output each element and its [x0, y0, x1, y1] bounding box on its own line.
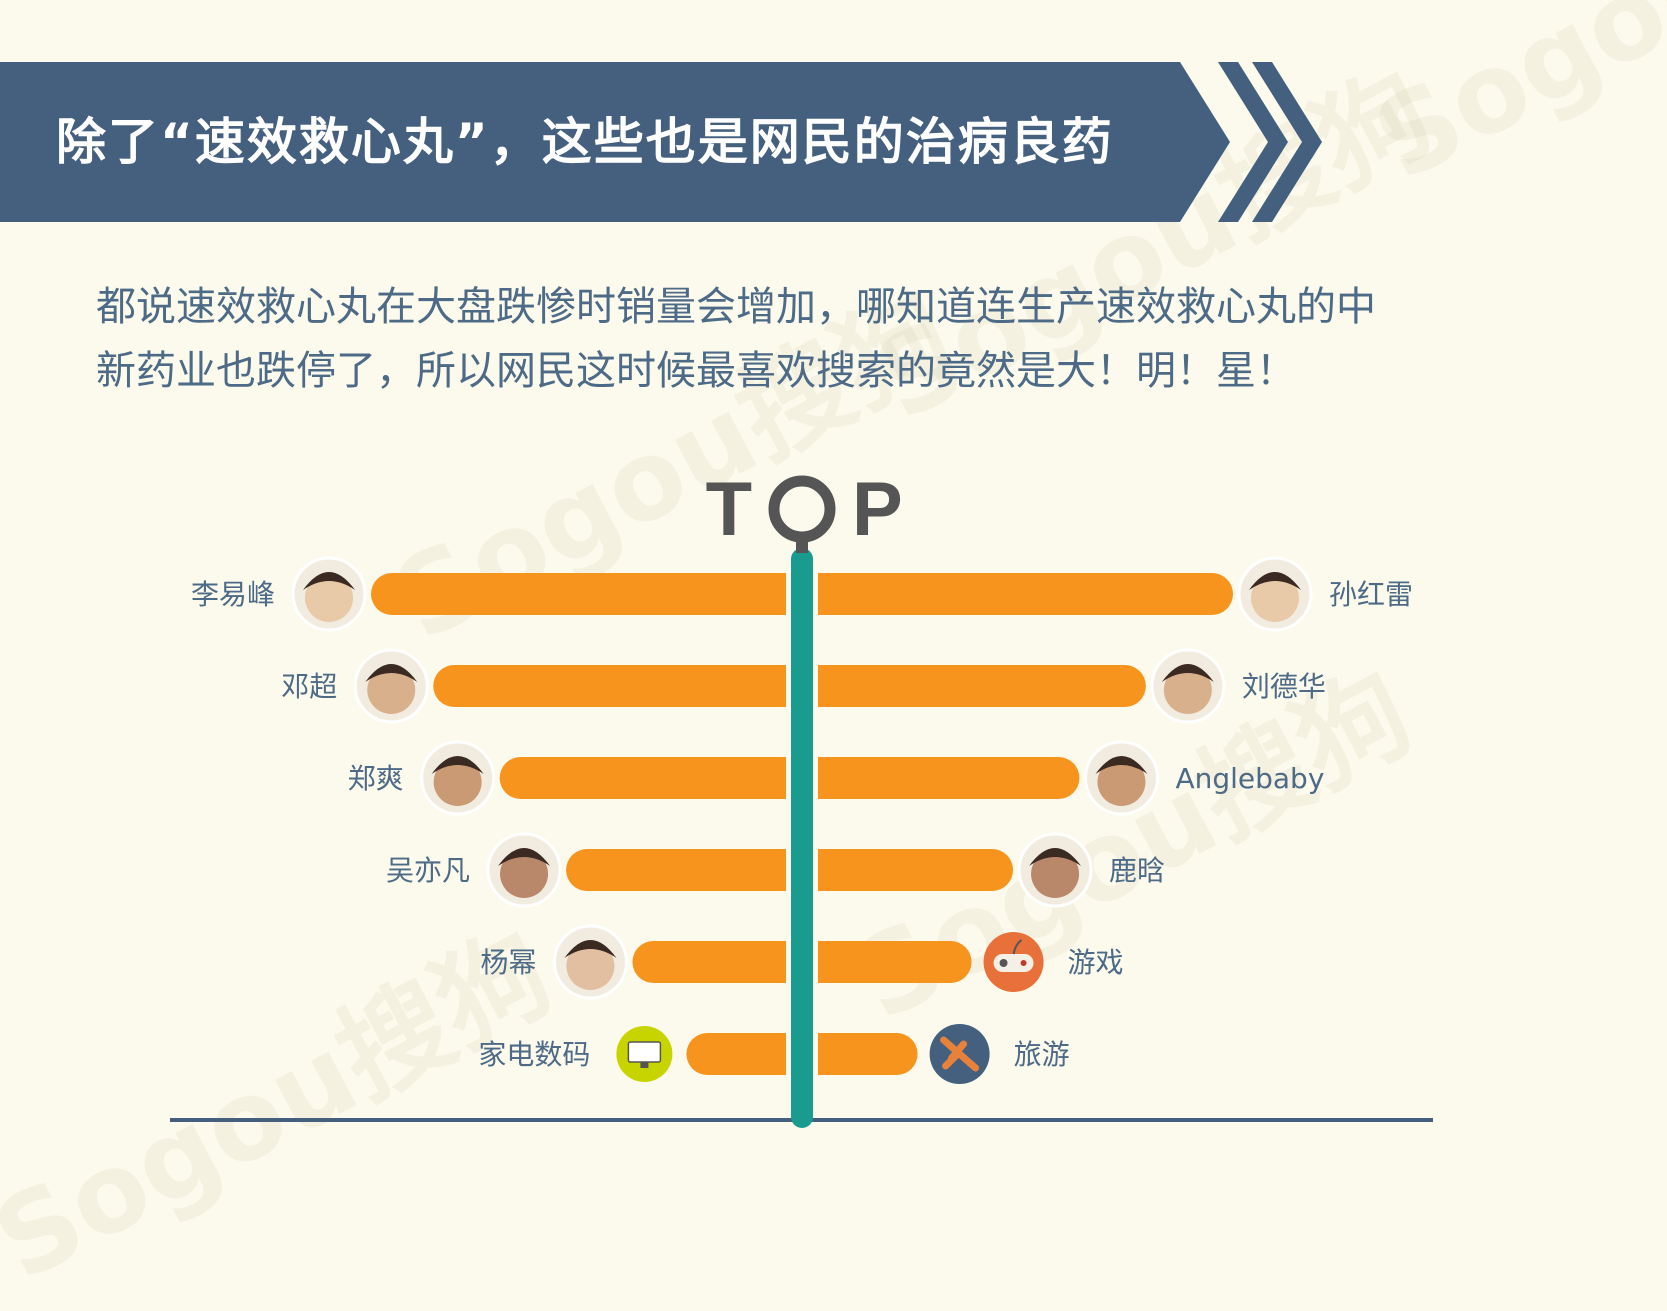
bar-label: Anglebaby — [1175, 762, 1324, 795]
bar-label: 李易峰 — [191, 578, 275, 611]
avatar-hair — [303, 572, 355, 590]
bar-label: 家电数码 — [478, 1038, 590, 1071]
chevron-right-icon — [1218, 62, 1322, 222]
bar — [433, 665, 786, 707]
avatar-yang-mi — [552, 924, 628, 1000]
magnifier-handle — [796, 537, 808, 553]
bar — [818, 665, 1146, 707]
intro-line-1: 都说速效救心丸在大盘跌惨时销量会增加，哪知道连生产速效救心丸的中 — [96, 284, 1376, 330]
avatar-liu-dehua — [1150, 648, 1226, 724]
bar-end — [818, 1033, 839, 1075]
monitor-shape — [627, 1041, 662, 1063]
bar-end — [818, 849, 839, 891]
avatar-zheng-shuang — [420, 740, 496, 816]
avatar-face — [367, 666, 416, 714]
gamepad-icon — [983, 932, 1044, 992]
avatar-face — [1097, 758, 1146, 806]
avatar-hair — [1029, 848, 1082, 866]
page-title: 除了“速效救心丸”，这些也是网民的治病良药 — [56, 113, 1114, 171]
avatar-deng-chao — [353, 648, 429, 724]
avatar-hair — [1249, 572, 1301, 590]
monitor-stand — [640, 1062, 649, 1068]
bar-label: 郑爽 — [348, 762, 404, 795]
bar — [818, 1033, 918, 1075]
bar-end — [765, 1033, 786, 1075]
avatar-wu-yifan — [486, 832, 562, 908]
bar-label: 杨幂 — [480, 946, 536, 979]
bar-end — [765, 573, 786, 615]
avatar-sun-honglei — [1237, 556, 1313, 632]
avatar-hair — [365, 664, 418, 682]
bar — [566, 849, 786, 891]
bar — [818, 573, 1233, 615]
bar-end — [818, 665, 839, 707]
bar-label: 鹿晗 — [1109, 854, 1165, 887]
gamepad-button — [1020, 960, 1027, 966]
intro-line-2: 新药业也跌停了，所以网民这时候最喜欢搜索的竟然是大！明！星！ — [96, 348, 1296, 394]
bar-end — [818, 573, 839, 615]
avatar-hair — [1161, 664, 1214, 682]
bar — [818, 849, 1014, 891]
bar-label: 邓超 — [281, 670, 337, 703]
bar-label: 旅游 — [1014, 1038, 1070, 1071]
bar — [371, 573, 786, 615]
top-label-t: T — [706, 467, 752, 552]
bar — [818, 757, 1080, 799]
avatar-hair — [564, 940, 617, 958]
top-stem — [791, 548, 813, 1128]
avatar-lu-han — [1017, 832, 1093, 908]
avatar-face — [566, 942, 615, 990]
bar-end — [765, 757, 786, 799]
bar-end — [765, 849, 786, 891]
top-label-p: P — [852, 467, 903, 552]
avatar-face — [1163, 666, 1212, 714]
avatar-face — [433, 758, 482, 806]
bar — [499, 757, 786, 799]
bar-end — [765, 941, 786, 983]
bar-end — [818, 757, 839, 799]
avatar-face — [1031, 850, 1080, 898]
magnifier-icon — [768, 475, 836, 543]
airplane-icon — [929, 1024, 990, 1084]
bar-label: 孙红雷 — [1329, 578, 1413, 611]
bar-label: 游戏 — [1068, 946, 1124, 979]
avatar-face — [1251, 574, 1299, 622]
bar-end — [765, 665, 786, 707]
gamepad-cord — [1012, 939, 1023, 955]
avatar-face — [500, 850, 549, 898]
gamepad-dpad — [999, 959, 1008, 967]
bar — [818, 941, 972, 983]
title-banner — [0, 62, 1230, 222]
appliance-icon — [616, 1026, 673, 1082]
bar-end — [818, 941, 839, 983]
avatar-face — [305, 574, 353, 622]
avatar-hair — [498, 848, 551, 866]
bar — [686, 1033, 786, 1075]
gamepad-body — [993, 954, 1034, 972]
intro-text: 都说速效救心丸在大盘跌惨时销量会增加，哪知道连生产速效救心丸的中 新药业也跌停了… — [96, 275, 1536, 403]
bar — [632, 941, 786, 983]
avatar-anglebaby — [1083, 740, 1159, 816]
avatar-hair — [1095, 756, 1148, 774]
bar-label: 吴亦凡 — [386, 854, 470, 887]
avatar-hair — [431, 756, 484, 774]
avatar-li-yifeng — [291, 556, 367, 632]
bar-label: 刘德华 — [1242, 670, 1326, 703]
airplane-shape — [940, 1036, 980, 1072]
